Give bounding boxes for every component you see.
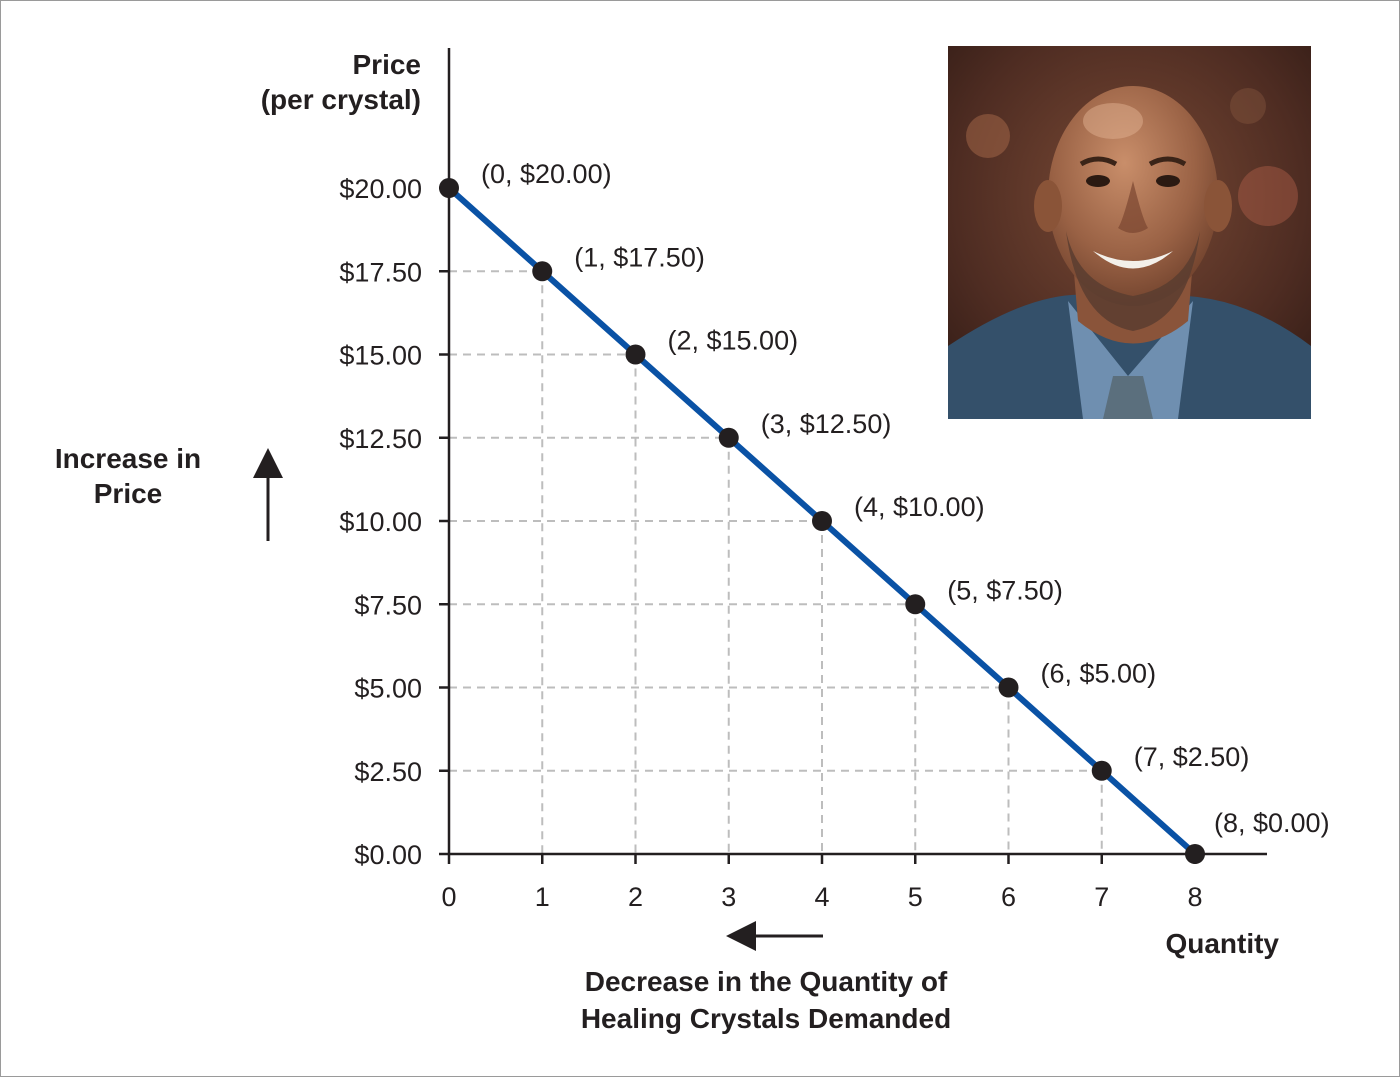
data-point-label: (4, $10.00) <box>854 492 985 522</box>
data-point-marker <box>532 261 553 282</box>
x-tick-label: 2 <box>628 882 643 912</box>
y-tick-label: $5.00 <box>354 674 422 704</box>
data-point-label: (3, $12.50) <box>761 409 892 439</box>
x-tick-label: 6 <box>1001 882 1016 912</box>
y-tick-label: $17.50 <box>339 257 422 287</box>
data-point-marker <box>625 344 646 365</box>
x-axis-title: Quantity <box>1165 928 1279 959</box>
y-axis-title-line-1: Price <box>353 49 422 80</box>
x-tick-label: 7 <box>1094 882 1109 912</box>
data-point-label: (1, $17.50) <box>574 242 705 272</box>
demand-series: (0, $20.00) (1, $17.50) (2, $15.00) (3, $12… <box>439 159 1330 864</box>
axis-ticks: $0.00 $2.50 $5.00 $7.50 $10.00 $12.50 $15.00 $1… <box>339 174 1202 912</box>
x-tick-label: 1 <box>535 882 550 912</box>
increase-price-note-line-1: Increase in <box>55 443 201 474</box>
y-tick-label: $7.50 <box>354 590 422 620</box>
data-point-label: (8, $0.00) <box>1214 808 1330 838</box>
y-tick-label: $10.00 <box>339 507 422 537</box>
person-photo <box>948 46 1311 419</box>
data-point-marker <box>905 594 926 615</box>
increase-price-note-line-2: Price <box>94 478 163 509</box>
portrait-illustration <box>948 46 1311 419</box>
guide-lines <box>449 270 1103 854</box>
data-point-label: (5, $7.50) <box>947 575 1063 605</box>
data-point-label: (2, $15.00) <box>668 326 799 356</box>
data-point-label: (0, $20.00) <box>481 159 612 189</box>
x-tick-label: 4 <box>814 882 829 912</box>
data-point-marker <box>998 677 1019 698</box>
decrease-quantity-note-line-2: Healing Crystals Demanded <box>581 1003 951 1034</box>
data-point-marker <box>439 178 459 198</box>
data-point-label: (7, $2.50) <box>1134 742 1250 772</box>
data-point-marker <box>1185 844 1205 864</box>
data-point-marker <box>812 511 832 531</box>
y-tick-label: $12.50 <box>339 424 422 454</box>
y-axis-title-line-2: (per crystal) <box>261 84 421 115</box>
y-tick-label: $15.00 <box>339 341 422 371</box>
x-tick-label: 8 <box>1187 882 1202 912</box>
x-tick-label: 5 <box>908 882 923 912</box>
y-tick-label: $0.00 <box>354 840 422 870</box>
y-tick-label: $20.00 <box>339 174 422 204</box>
data-point-marker <box>1091 760 1112 781</box>
x-tick-label: 3 <box>721 882 736 912</box>
decrease-quantity-note-line-1: Decrease in the Quantity of <box>585 966 948 997</box>
x-tick-label: 0 <box>441 882 456 912</box>
data-point-label: (6, $5.00) <box>1041 659 1157 689</box>
y-tick-label: $2.50 <box>354 757 422 787</box>
data-point-marker <box>718 427 739 448</box>
